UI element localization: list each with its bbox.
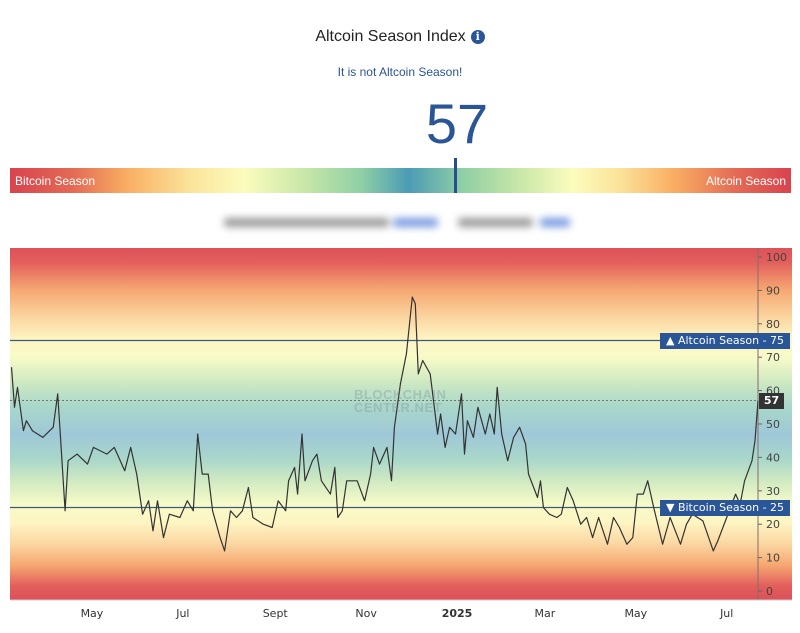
y-tick-label: 90 bbox=[766, 284, 780, 297]
y-tick-label: 70 bbox=[766, 351, 780, 364]
current-value-label: 57 bbox=[759, 393, 784, 409]
index-value: 57 bbox=[425, 92, 489, 155]
x-tick-label: Sept bbox=[263, 607, 289, 620]
x-tick-label: Jul bbox=[175, 607, 189, 620]
y-tick-label: 10 bbox=[766, 552, 780, 565]
blurred-text bbox=[218, 210, 586, 234]
y-tick-label: 50 bbox=[766, 418, 780, 431]
x-tick-label: May bbox=[81, 607, 104, 620]
y-tick-label: 0 bbox=[766, 585, 773, 598]
season-gauge: Bitcoin Season Altcoin Season bbox=[10, 168, 791, 193]
season-status: It is not Altcoin Season! bbox=[337, 65, 463, 79]
x-tick-label: 2025 bbox=[442, 607, 473, 620]
x-tick-label: Nov bbox=[355, 607, 377, 620]
y-tick-label: 20 bbox=[766, 518, 780, 531]
page-title: Altcoin Season Index i bbox=[0, 28, 800, 46]
y-tick-label: 40 bbox=[766, 451, 780, 464]
title-text: Altcoin Season Index bbox=[315, 28, 466, 45]
info-icon[interactable]: i bbox=[470, 30, 485, 44]
x-tick-label: Mar bbox=[535, 607, 556, 620]
bitcoin-season-threshold-label: ▼ Bitcoin Season - 25 bbox=[660, 500, 791, 516]
x-tick-label: Jul bbox=[719, 607, 733, 620]
x-tick-label: May bbox=[624, 607, 647, 620]
altcoin-season-threshold-label: ▲ Altcoin Season - 75 bbox=[660, 333, 791, 349]
index-line bbox=[10, 296, 759, 552]
gauge-marker bbox=[454, 158, 458, 193]
gauge-right-label: Altcoin Season bbox=[705, 174, 786, 188]
y-tick-label: 80 bbox=[766, 318, 780, 331]
watermark-logo: BLOCKCHAIN CENTER.NET bbox=[354, 387, 447, 415]
y-tick-label: 100 bbox=[766, 251, 787, 264]
gauge-left-label: Bitcoin Season bbox=[15, 174, 96, 188]
y-tick-label: 30 bbox=[766, 485, 780, 498]
